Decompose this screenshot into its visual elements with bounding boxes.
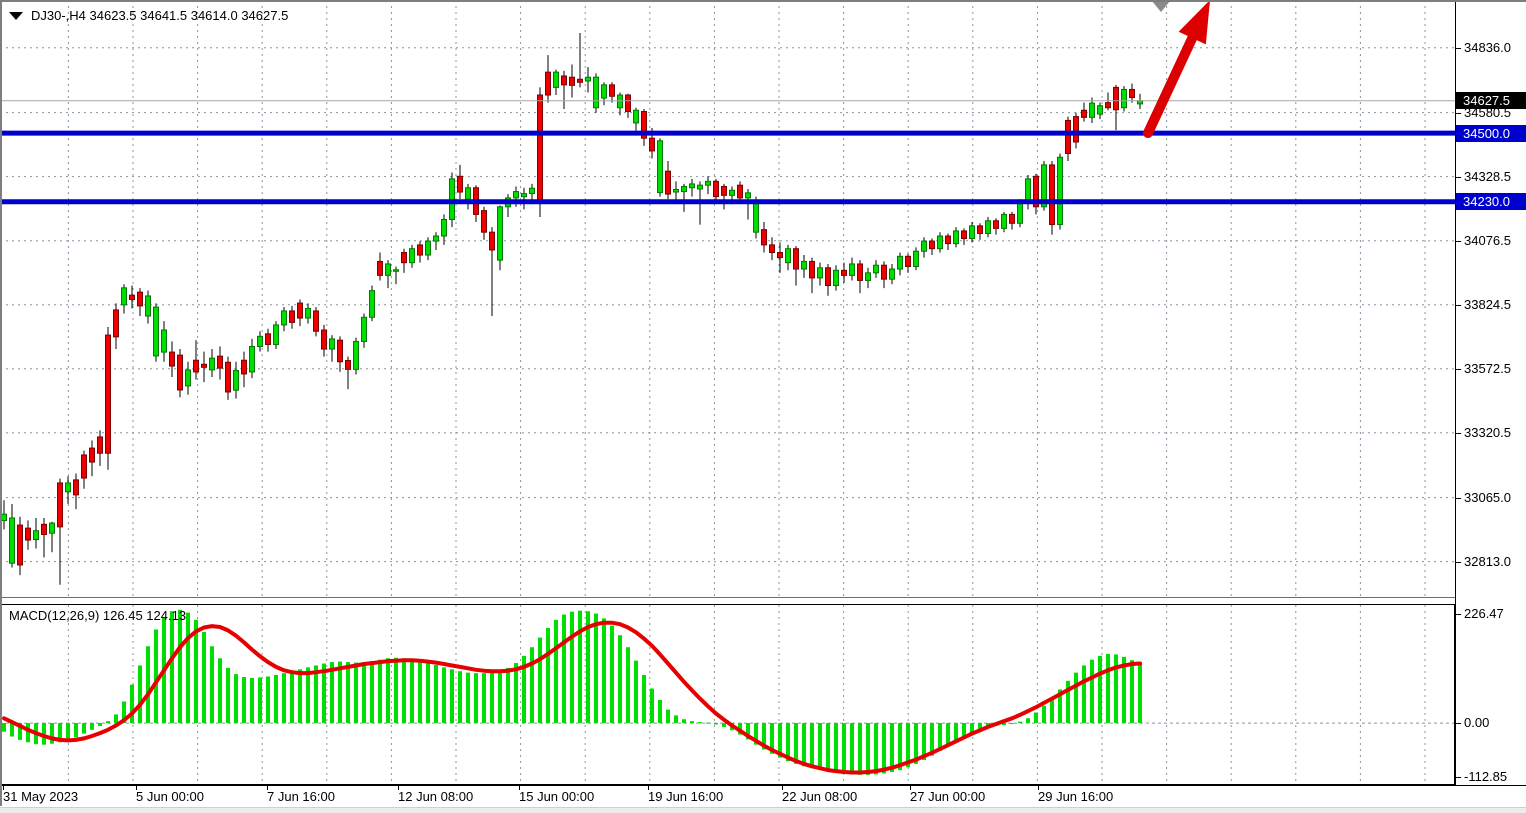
time-tick-label: 31 May 2023 (3, 789, 79, 804)
time-tick-mark (267, 786, 268, 790)
price-tick-label: 34328.5 (1464, 168, 1511, 184)
macd-tick-mark (1456, 723, 1461, 725)
price-tick-mark (1456, 561, 1461, 563)
current-price-badge: 34627.5 (1456, 92, 1526, 110)
price-tick-label: 33824.5 (1464, 296, 1511, 312)
macd-tick-mark (1456, 777, 1461, 779)
macd-indicator-canvas[interactable] (0, 604, 1455, 786)
time-tick-mark (3, 786, 4, 790)
chart-title: DJ30-,H4 34623.5 34641.5 34614.0 34627.5 (31, 8, 289, 23)
level-price-badge: 34230.0 (1456, 193, 1526, 211)
price-axis[interactable]: 34836.0 34580.5 34328.5 34076.5 33824.5 33572… (1455, 0, 1526, 785)
time-tick-mark (136, 786, 137, 790)
price-tick-mark (1456, 432, 1461, 434)
main-grid (0, 0, 1455, 598)
time-tick-mark (782, 786, 783, 790)
price-tick-label: 33572.5 (1464, 360, 1511, 376)
time-tick-mark (519, 786, 520, 790)
candlesticks (1, 33, 1143, 585)
price-tick-mark (1456, 112, 1461, 114)
macd-signal-line (2, 620, 1142, 775)
main-price-chart-canvas[interactable] (0, 0, 1455, 598)
price-tick-label: 32813.0 (1464, 553, 1511, 569)
price-tick-mark (1456, 368, 1461, 370)
time-tick-mark (398, 786, 399, 790)
window-left-edge (0, 0, 2, 806)
trend-arrow[interactable] (1143, 0, 1210, 138)
time-tick-label: 19 Jun 16:00 (648, 789, 724, 804)
macd-tick-mark (1456, 614, 1461, 616)
time-tick-label: 12 Jun 08:00 (398, 789, 474, 804)
window-top-edge (0, 0, 1526, 2)
price-tick-mark (1456, 47, 1461, 49)
pane-separator[interactable] (0, 597, 1455, 605)
macd-histogram (2, 609, 1142, 775)
time-tick-mark (648, 786, 649, 790)
time-tick-label: 22 Jun 08:00 (782, 789, 858, 804)
price-tick-label: 33320.5 (1464, 424, 1511, 440)
time-axis[interactable]: 31 May 2023 5 Jun 00:00 7 Jun 16:00 12 Jun … (0, 785, 1526, 807)
macd-tick-label: -112.85 (1464, 769, 1508, 785)
time-tick-mark (910, 786, 911, 790)
chart-shift-marker-icon[interactable] (1152, 1, 1170, 12)
time-tick-label: 15 Jun 00:00 (519, 789, 595, 804)
window-bottom-strip (0, 807, 1526, 813)
price-tick-label: 34836.0 (1464, 39, 1511, 55)
macd-tick-label: 0.00 (1464, 715, 1490, 731)
time-tick-label: 7 Jun 16:00 (267, 789, 335, 804)
level-price-badge: 34500.0 (1456, 124, 1526, 142)
chart-title-bar: DJ30-,H4 34623.5 34641.5 34614.0 34627.5 (9, 8, 288, 23)
time-tick-label: 5 Jun 00:00 (136, 789, 204, 804)
time-tick-mark (1038, 786, 1039, 790)
price-tick-mark (1456, 240, 1461, 242)
price-tick-mark (1456, 304, 1461, 306)
macd-indicator-label: MACD(12,26,9) 126.45 124.13 (9, 608, 187, 623)
price-tick-mark (1456, 176, 1461, 178)
price-tick-label: 33065.0 (1464, 489, 1511, 505)
symbol-dropdown-arrow-icon[interactable] (9, 11, 23, 20)
time-tick-label: 29 Jun 16:00 (1038, 789, 1114, 804)
time-tick-label: 27 Jun 00:00 (910, 789, 986, 804)
macd-tick-label: 226.47 (1464, 606, 1504, 622)
price-tick-label: 34076.5 (1464, 232, 1511, 248)
price-tick-mark (1456, 497, 1461, 499)
